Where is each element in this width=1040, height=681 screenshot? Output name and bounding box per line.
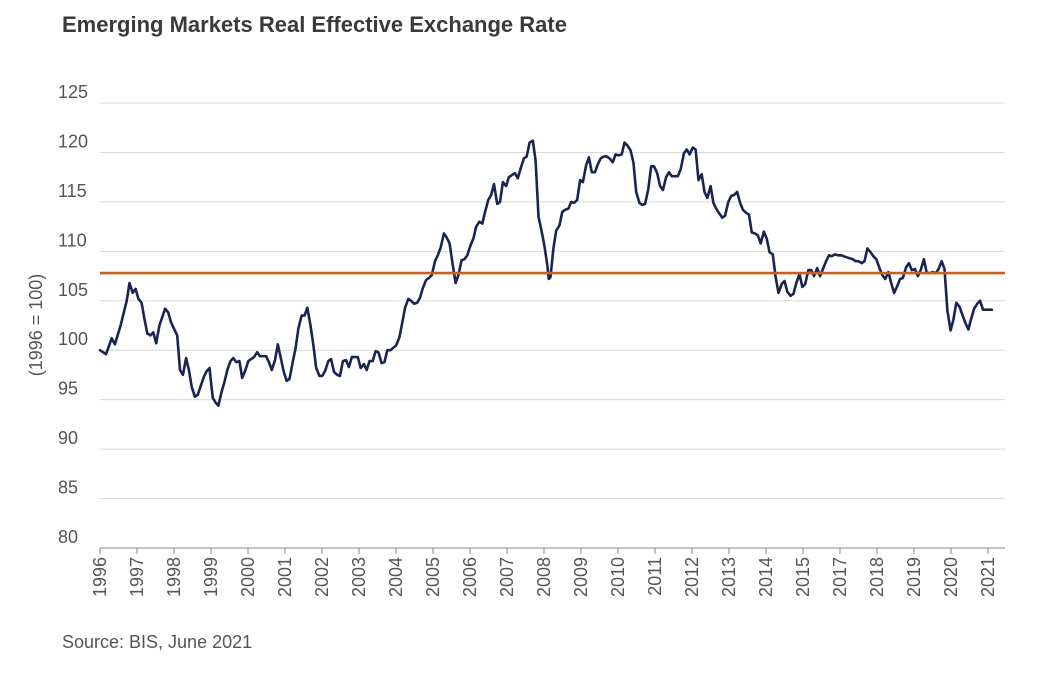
y-axis-ticks: 80 85 90 95 100 105 110 115 120 125: [58, 82, 88, 547]
x-tick-label-2011: 2011: [645, 557, 665, 596]
x-tick-label-2018: 2018: [867, 557, 887, 597]
y-tick-label-100: 100: [58, 329, 88, 349]
x-tick-label-2008: 2008: [534, 557, 554, 597]
y-tick-label-90: 90: [58, 428, 78, 448]
x-tick-label-2001: 2001: [275, 557, 295, 597]
plot-area: [98, 139, 1005, 407]
x-axis: 1996 1997 1998 1999 2000 2001 2002 2003 2004 2005…: [90, 547, 1005, 597]
y-axis-label: (1996 = 100): [26, 274, 46, 377]
y-tick-label-95: 95: [58, 379, 78, 399]
y-tick-label-110: 110: [58, 230, 87, 250]
y-tick-label-85: 85: [58, 478, 78, 498]
x-tick-label-2007: 2007: [497, 557, 517, 597]
x-tick-label-2010: 2010: [608, 557, 628, 597]
x-tick-label-2003: 2003: [349, 557, 369, 597]
x-tick-label-2004: 2004: [386, 557, 406, 597]
x-tick-label-1999: 1999: [201, 557, 221, 597]
x-tick-label-1997: 1997: [127, 557, 147, 597]
x-tick-label-2019: 2019: [904, 557, 924, 597]
series-line-0: [98, 139, 994, 407]
y-tick-label-80: 80: [58, 527, 78, 547]
y-tick-label-105: 105: [58, 280, 88, 300]
x-tick-label-2021: 2021: [978, 557, 998, 597]
x-tick-label-2013: 2013: [719, 557, 739, 597]
x-tick-label-2015: 2015: [793, 557, 813, 597]
x-tick-label-2014: 2014: [756, 557, 776, 597]
x-tick-label-2005: 2005: [423, 557, 443, 597]
y-tick-label-115: 115: [58, 181, 87, 201]
x-tick-label-2002: 2002: [312, 557, 332, 597]
source-note: Source: BIS, June 2021: [62, 632, 253, 652]
y-tick-label-125: 125: [58, 82, 88, 102]
y-tick-label-120: 120: [58, 131, 88, 151]
x-tick-label-2020: 2020: [941, 557, 961, 597]
x-tick-label-1996: 1996: [90, 557, 110, 597]
x-tick-label-2009: 2009: [571, 557, 591, 597]
x-tick-label-1998: 1998: [164, 557, 184, 597]
x-tick-label-2012: 2012: [682, 557, 702, 597]
grid: [100, 102, 1005, 549]
chart-title: Emerging Markets Real Effective Exchange…: [62, 12, 567, 37]
x-tick-label-2017: 2017: [830, 557, 850, 597]
x-tick-label-2000: 2000: [238, 557, 258, 597]
x-tick-label-2006: 2006: [460, 557, 480, 597]
